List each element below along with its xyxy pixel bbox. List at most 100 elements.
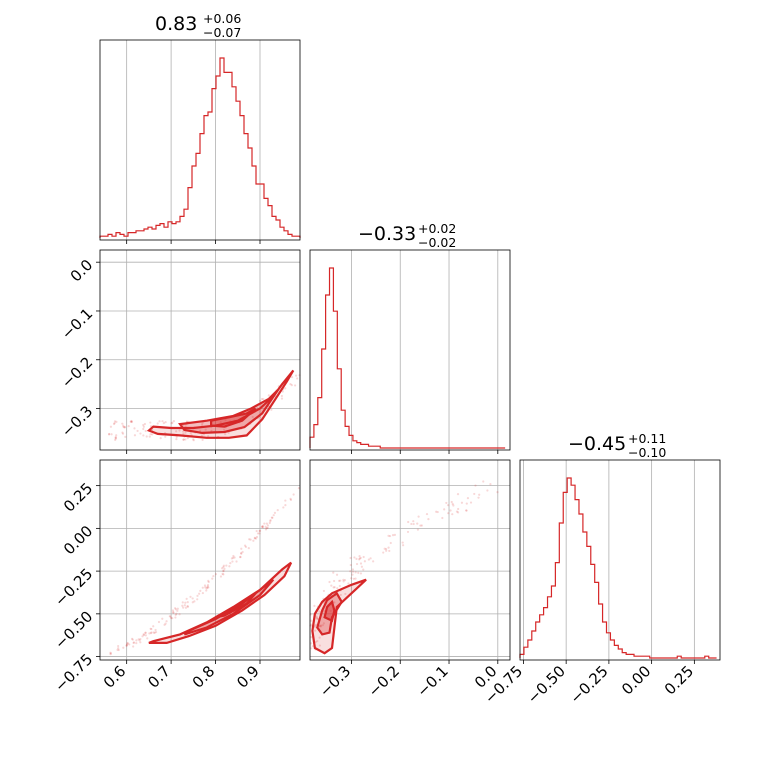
sample-point bbox=[319, 625, 323, 628]
sample-point bbox=[496, 491, 499, 494]
sample-point bbox=[456, 511, 460, 514]
sample-point bbox=[109, 651, 112, 654]
title-param-1-plus: +0.02 bbox=[418, 221, 456, 236]
sample-point bbox=[256, 532, 260, 535]
sample-point bbox=[181, 604, 184, 607]
sample-point bbox=[280, 397, 284, 400]
sample-point bbox=[389, 541, 392, 545]
sample-point bbox=[247, 546, 250, 550]
sample-point bbox=[456, 493, 460, 496]
sample-point bbox=[358, 558, 361, 561]
sample-point bbox=[191, 597, 194, 600]
sample-point bbox=[144, 429, 147, 433]
sample-point bbox=[165, 620, 168, 623]
histogram-param-1 bbox=[309, 267, 506, 449]
sample-point bbox=[328, 580, 331, 584]
sample-point bbox=[412, 522, 415, 526]
sample-point bbox=[260, 525, 264, 529]
sample-point bbox=[176, 609, 179, 612]
sample-point bbox=[460, 501, 464, 504]
sample-point bbox=[436, 510, 439, 514]
sample-point bbox=[124, 435, 127, 438]
sample-point bbox=[130, 637, 134, 640]
sample-point bbox=[248, 538, 251, 541]
sample-point bbox=[201, 438, 204, 442]
sample-point bbox=[178, 613, 181, 616]
sample-point bbox=[315, 616, 319, 619]
sample-point bbox=[201, 422, 204, 425]
sample-point bbox=[219, 575, 223, 578]
sample-point bbox=[330, 584, 333, 587]
sample-point bbox=[482, 480, 485, 483]
sample-point bbox=[135, 639, 138, 642]
sample-point bbox=[322, 622, 325, 625]
contour-line-2 bbox=[210, 407, 257, 428]
sample-point bbox=[314, 640, 317, 644]
sample-point bbox=[355, 557, 358, 560]
sample-point bbox=[122, 646, 125, 649]
sample-point bbox=[355, 562, 359, 566]
sample-point bbox=[123, 425, 127, 429]
sample-point bbox=[125, 644, 128, 647]
sample-point bbox=[419, 524, 422, 527]
x-tick-label-param-1: −0.3 bbox=[316, 662, 354, 700]
sample-point bbox=[201, 586, 204, 589]
sample-point bbox=[138, 639, 141, 642]
diag-panel-2: −0.45 +0.11 −0.10 bbox=[519, 431, 721, 664]
sample-point bbox=[289, 497, 292, 500]
sample-point bbox=[358, 557, 361, 560]
sample-point bbox=[332, 586, 335, 589]
sample-point bbox=[318, 644, 321, 647]
sample-point bbox=[228, 565, 231, 568]
sample-point bbox=[455, 510, 459, 513]
y-tick-label-param-1: −0.2 bbox=[58, 353, 96, 391]
sample-point bbox=[249, 538, 252, 541]
sample-point bbox=[196, 598, 199, 601]
sample-point bbox=[465, 509, 468, 512]
sample-point bbox=[310, 619, 313, 622]
y-tick-label-param-2: 0.00 bbox=[60, 522, 96, 558]
sample-point bbox=[174, 616, 177, 619]
sample-point bbox=[269, 519, 272, 522]
sample-point bbox=[359, 572, 363, 575]
sample-point bbox=[281, 390, 284, 393]
sample-point bbox=[152, 625, 155, 628]
sample-point bbox=[125, 643, 129, 646]
sample-point bbox=[416, 522, 419, 525]
sample-point bbox=[174, 608, 178, 611]
x-tick-label-param-0: 0.7 bbox=[144, 662, 174, 692]
sample-point bbox=[157, 620, 161, 624]
y-tick-label-param-2: −0.75 bbox=[51, 650, 96, 695]
sample-point bbox=[136, 429, 139, 433]
sample-point bbox=[339, 579, 342, 582]
sample-point bbox=[142, 427, 145, 431]
sample-point bbox=[253, 537, 257, 540]
contour-fill-0 bbox=[148, 370, 294, 438]
sample-point bbox=[181, 430, 185, 433]
sample-point bbox=[185, 597, 188, 600]
sample-point bbox=[362, 568, 365, 571]
panel-frame-d2 bbox=[519, 459, 721, 661]
sample-point bbox=[316, 639, 319, 643]
sample-point bbox=[255, 535, 259, 539]
title-param-2-plus: +0.11 bbox=[628, 431, 666, 446]
sample-point bbox=[149, 627, 152, 630]
sample-point bbox=[342, 578, 345, 581]
sample-point bbox=[296, 377, 299, 380]
sample-point bbox=[262, 398, 265, 401]
sample-point bbox=[203, 584, 207, 587]
sample-point bbox=[186, 604, 189, 608]
sample-point bbox=[149, 433, 152, 436]
sample-point bbox=[222, 565, 225, 569]
sample-point bbox=[240, 547, 243, 550]
sample-point bbox=[441, 516, 444, 520]
sample-point bbox=[107, 433, 111, 436]
sample-point bbox=[339, 593, 342, 597]
contour-fill-1 bbox=[317, 593, 342, 635]
sample-point bbox=[311, 645, 314, 648]
contour-fill-1 bbox=[180, 390, 278, 433]
sample-point bbox=[259, 399, 262, 402]
sample-point bbox=[240, 552, 243, 555]
sample-point bbox=[222, 564, 225, 567]
sample-point bbox=[477, 496, 480, 499]
